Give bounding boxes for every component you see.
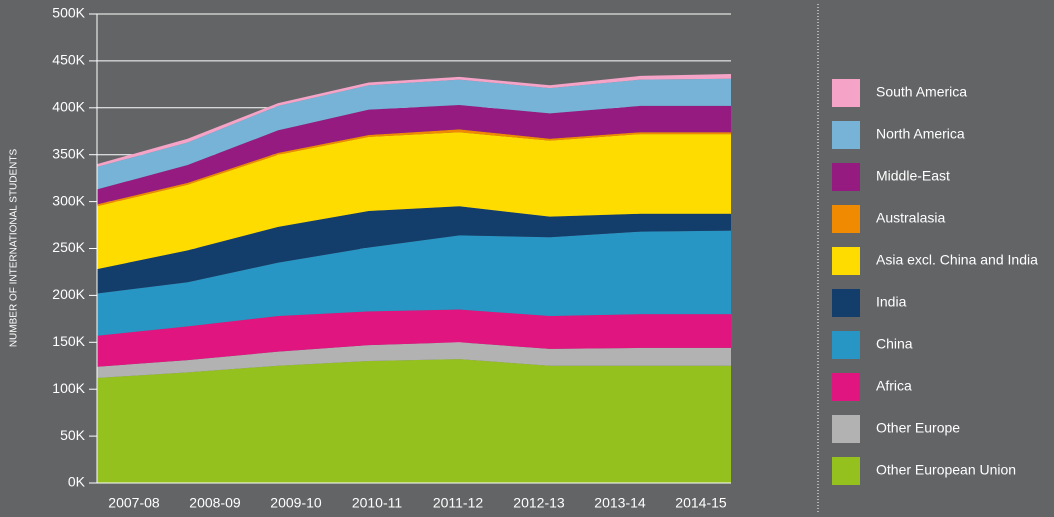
legend-swatch: [832, 289, 860, 317]
legend-label: Asia excl. China and India: [876, 252, 1038, 268]
legend-swatch: [832, 163, 860, 191]
legend-label: Other Europe: [876, 420, 960, 436]
legend-label: North America: [876, 126, 965, 142]
x-tick-label: 2014-15: [675, 495, 727, 511]
legend-swatch: [832, 247, 860, 275]
y-tick-label: 300K: [52, 192, 85, 208]
x-tick-label: 2013-14: [594, 495, 646, 511]
legend-label: Africa: [876, 378, 912, 394]
legend-label: South America: [876, 84, 967, 100]
area: [97, 309, 731, 367]
y-tick-label: 450K: [52, 52, 85, 68]
x-tick-label: 2009-10: [270, 495, 322, 511]
area: [97, 359, 731, 483]
y-tick-label: 350K: [52, 145, 85, 161]
y-tick-label: 100K: [52, 380, 85, 396]
y-tick-label: 0K: [68, 474, 86, 490]
x-tick-label: 2008-09: [189, 495, 241, 511]
legend-swatch: [832, 79, 860, 107]
x-tick-label: 2010-11: [352, 495, 403, 511]
legend-swatch: [832, 121, 860, 149]
x-tick-label: 2007-08: [108, 495, 160, 511]
y-tick-label: 50K: [60, 427, 86, 443]
legend-label: China: [876, 336, 913, 352]
area: [97, 132, 731, 270]
x-tick-label: 2012-13: [513, 495, 565, 511]
legend-label: Other European Union: [876, 462, 1016, 478]
y-tick-label: 500K: [52, 5, 85, 21]
legend-swatch: [832, 205, 860, 233]
y-axis-label: NUMBER OF INTERNATIONAL STUDENTS: [9, 149, 20, 348]
y-tick-label: 250K: [52, 239, 85, 255]
legend-swatch: [832, 415, 860, 443]
legend-swatch: [832, 331, 860, 359]
area: [97, 206, 731, 294]
area: [97, 342, 731, 378]
area: [97, 230, 731, 336]
area: [97, 78, 731, 190]
x-tick-label: 2011-12: [433, 495, 484, 511]
y-tick-label: 200K: [52, 286, 85, 302]
legend-swatch: [832, 373, 860, 401]
legend-label: Australasia: [876, 210, 945, 226]
y-tick-label: 150K: [52, 333, 85, 349]
legend-swatch: [832, 457, 860, 485]
y-tick-label: 400K: [52, 99, 85, 115]
legend-label: India: [876, 294, 907, 310]
legend-label: Middle-East: [876, 168, 950, 184]
area: [97, 104, 731, 205]
